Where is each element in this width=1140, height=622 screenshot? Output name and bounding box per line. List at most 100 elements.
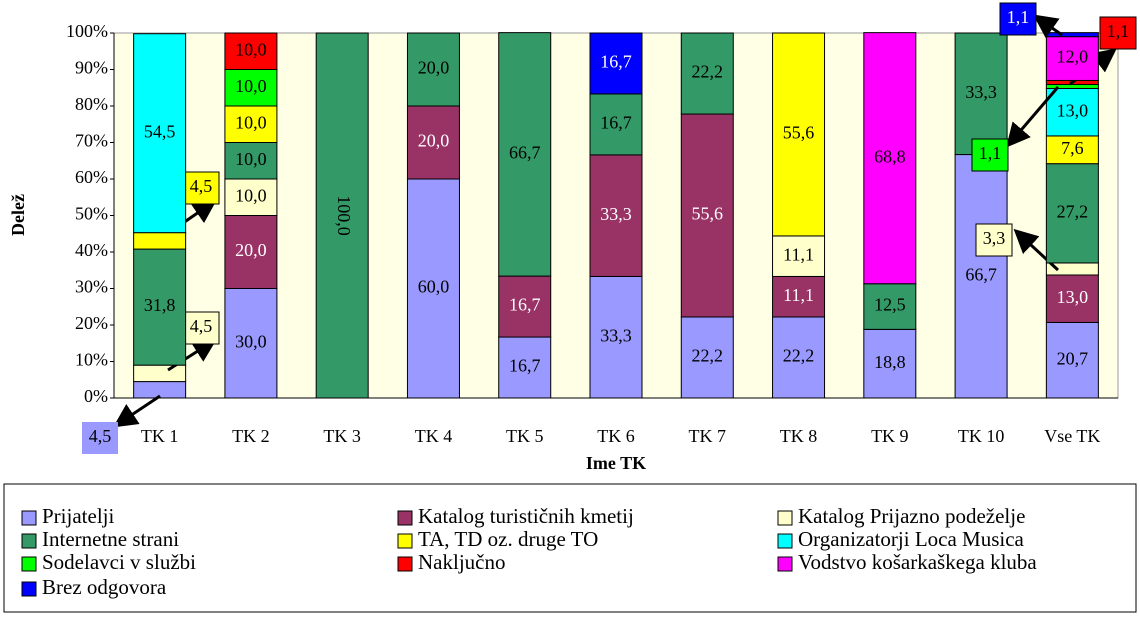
data-label: 18,8 (874, 352, 906, 372)
bar-segment (772, 32, 826, 237)
callout-box (82, 422, 118, 454)
x-tick-label: TK 1 (141, 426, 179, 446)
legend-swatch (21, 556, 37, 572)
callout-box (971, 138, 1009, 172)
bar-segment (224, 142, 278, 180)
bar-segment (498, 32, 552, 277)
bar-segment (863, 32, 917, 285)
data-label: 30,0 (235, 331, 267, 351)
data-label: 10,0 (235, 149, 267, 169)
data-label: 16,7 (509, 295, 541, 315)
bar-segment (863, 283, 917, 330)
bar-segment (224, 178, 278, 216)
legend-swatch (777, 510, 793, 526)
data-label: 4,5 (89, 426, 112, 446)
legend-label: Internetne strani (42, 527, 179, 551)
data-label: 33,3 (600, 325, 632, 345)
data-label: 11,1 (783, 285, 814, 305)
bar-segment (133, 33, 187, 234)
callout-box (1099, 16, 1137, 50)
x-tick-label: TK 9 (871, 426, 909, 446)
data-label: 4,5 (190, 176, 213, 196)
x-tick-label: TK 5 (506, 426, 544, 446)
bar-segment (1045, 135, 1099, 165)
bar-segment (406, 178, 460, 399)
data-label: 66,7 (965, 264, 997, 284)
x-tick-label: TK 4 (415, 426, 453, 446)
data-label: 4,5 (190, 316, 213, 336)
x-tick-label: TK 7 (689, 426, 727, 446)
legend-label: Katalog turističnih kmetij (418, 504, 634, 528)
data-label: 22,2 (783, 346, 815, 366)
y-tick-label: 20% (75, 313, 108, 333)
legend-label: Vodstvo košarkaškega kluba (798, 550, 1037, 574)
data-label: 7,6 (1061, 138, 1084, 158)
data-label: 10,0 (235, 185, 267, 205)
bar-segment (1045, 83, 1099, 89)
bar-segment (680, 32, 734, 115)
legend-label: Katalog Prijazno podeželje (798, 504, 1025, 528)
legend-swatch (397, 510, 413, 526)
x-tick-label: TK 8 (780, 426, 818, 446)
bar-segment (224, 32, 278, 70)
legend-label: TA, TD oz. druge TO (418, 527, 598, 551)
callout-arrow (1033, 14, 1063, 39)
data-label: 68,8 (874, 146, 906, 166)
bar-segment (133, 364, 187, 383)
callout-box (999, 2, 1037, 36)
data-label: 12,0 (1057, 47, 1089, 67)
bar-segment (954, 154, 1008, 399)
data-label: 22,2 (692, 346, 724, 366)
data-label: 10,0 (235, 39, 267, 59)
y-tick-label: 0% (84, 386, 108, 406)
y-tick-label: 60% (75, 167, 108, 187)
x-tick-label: TK 10 (958, 426, 1005, 446)
data-label: 55,6 (692, 204, 724, 224)
callout-arrow (1006, 86, 1060, 148)
bar-segment (224, 215, 278, 289)
legend-swatch (777, 556, 793, 572)
callout-box (975, 223, 1013, 257)
data-label: 20,7 (1057, 348, 1089, 368)
legend-swatch (21, 581, 37, 597)
data-label: 10,0 (235, 112, 267, 132)
data-label: 20,0 (235, 240, 267, 260)
data-label: 33,3 (965, 82, 997, 102)
data-label: 10,0 (235, 76, 267, 96)
data-label: 22,2 (692, 62, 724, 82)
legend-swatch (397, 556, 413, 572)
y-axis-title: Delež (8, 194, 28, 236)
bar-segment (1045, 87, 1099, 137)
x-axis-title: Ime TK (586, 453, 646, 473)
bar-segment (589, 154, 643, 277)
data-label: 16,7 (600, 52, 632, 72)
bar-segment (680, 316, 734, 399)
legend-label: Organizatorji Loca Musica (798, 527, 1025, 551)
bar-segment (498, 336, 552, 399)
legend-label: Sodelavci v službi (42, 550, 196, 574)
y-tick-label: 70% (75, 131, 108, 151)
bar-segment (1045, 32, 1099, 38)
y-tick-label: 40% (75, 240, 108, 260)
data-label: 60,0 (418, 277, 450, 297)
data-label: 12,5 (874, 295, 906, 315)
data-label: 13,0 (1057, 287, 1089, 307)
x-tick-label: TK 3 (323, 426, 361, 446)
y-tick-label: 30% (75, 277, 108, 297)
callout-box (182, 311, 220, 345)
bar-segment (772, 235, 826, 277)
data-label: 3,3 (983, 228, 1006, 248)
x-tick-label: Vse TK (1044, 426, 1100, 446)
legend-swatch (21, 510, 37, 526)
data-label: 20,0 (418, 131, 450, 151)
legend-label: Brez odgovora (42, 575, 167, 599)
data-label: 11,1 (783, 244, 814, 264)
bar-segment (1045, 274, 1099, 323)
y-tick-label: 100% (66, 21, 108, 41)
legend-swatch (21, 533, 37, 549)
bar-segment (863, 328, 917, 399)
data-label: 16,7 (600, 113, 632, 133)
data-label: 100,0 (334, 195, 354, 236)
bar-segment (589, 275, 643, 399)
